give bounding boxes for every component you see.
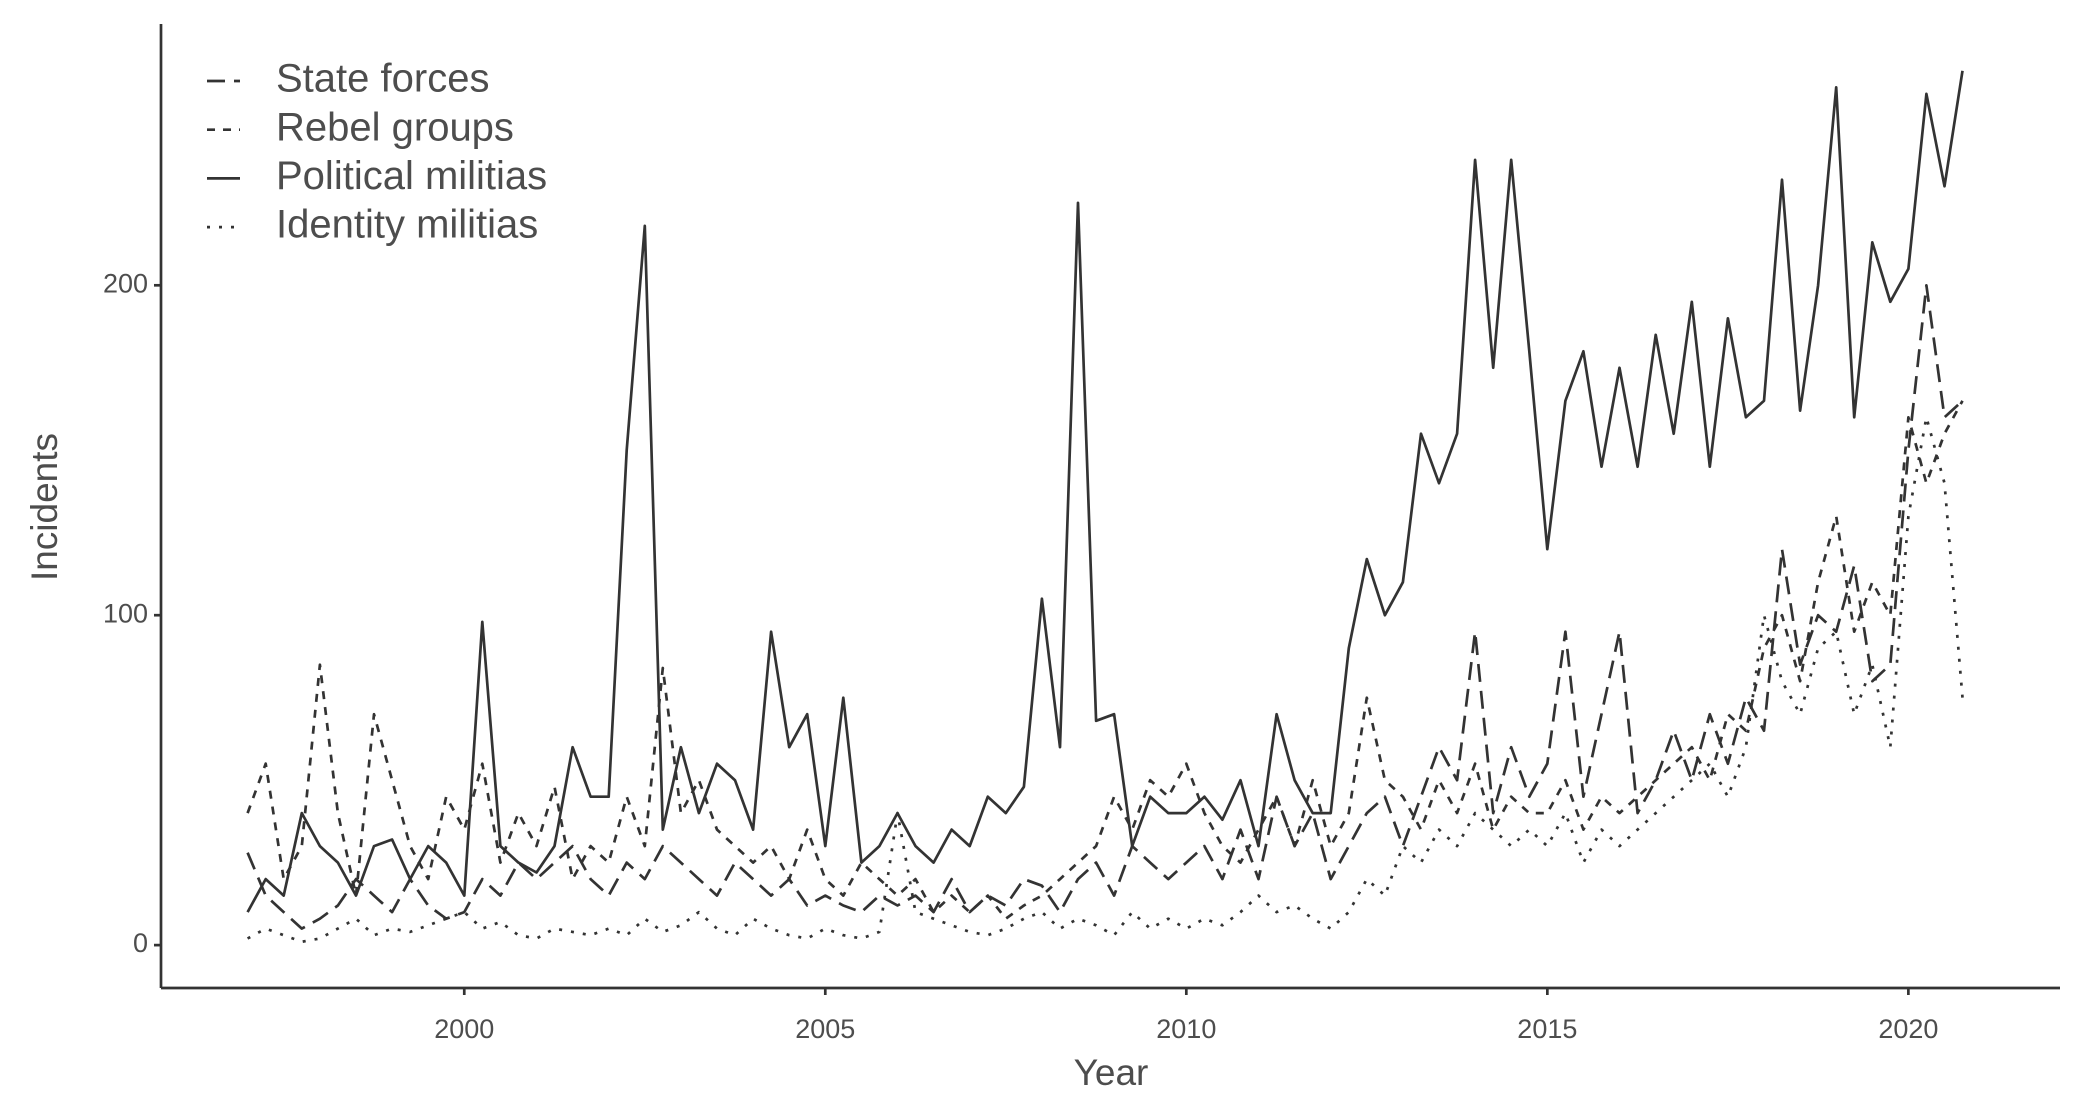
y-axis-title: Incidents <box>24 433 65 581</box>
series-line <box>246 415 1964 944</box>
series-line <box>246 70 1964 913</box>
x-tick-label: 2005 <box>795 1014 855 1044</box>
legend-label: State forces <box>276 57 489 101</box>
x-tick-label: 2020 <box>1878 1014 1938 1044</box>
y-tick-label: 200 <box>103 268 148 298</box>
series-line <box>246 283 1964 930</box>
legend-label: Rebel groups <box>276 105 514 149</box>
x-tick-label: 2015 <box>1517 1014 1577 1044</box>
series-line <box>246 400 1964 921</box>
y-tick-label: 0 <box>133 928 148 958</box>
x-tick-label: 2000 <box>434 1014 494 1044</box>
x-axis-title: Year <box>1074 1052 1149 1093</box>
y-tick-label: 100 <box>103 598 148 628</box>
legend-label: Political militias <box>276 154 547 198</box>
x-tick-label: 2010 <box>1156 1014 1216 1044</box>
legend-label: Identity militias <box>276 203 538 247</box>
